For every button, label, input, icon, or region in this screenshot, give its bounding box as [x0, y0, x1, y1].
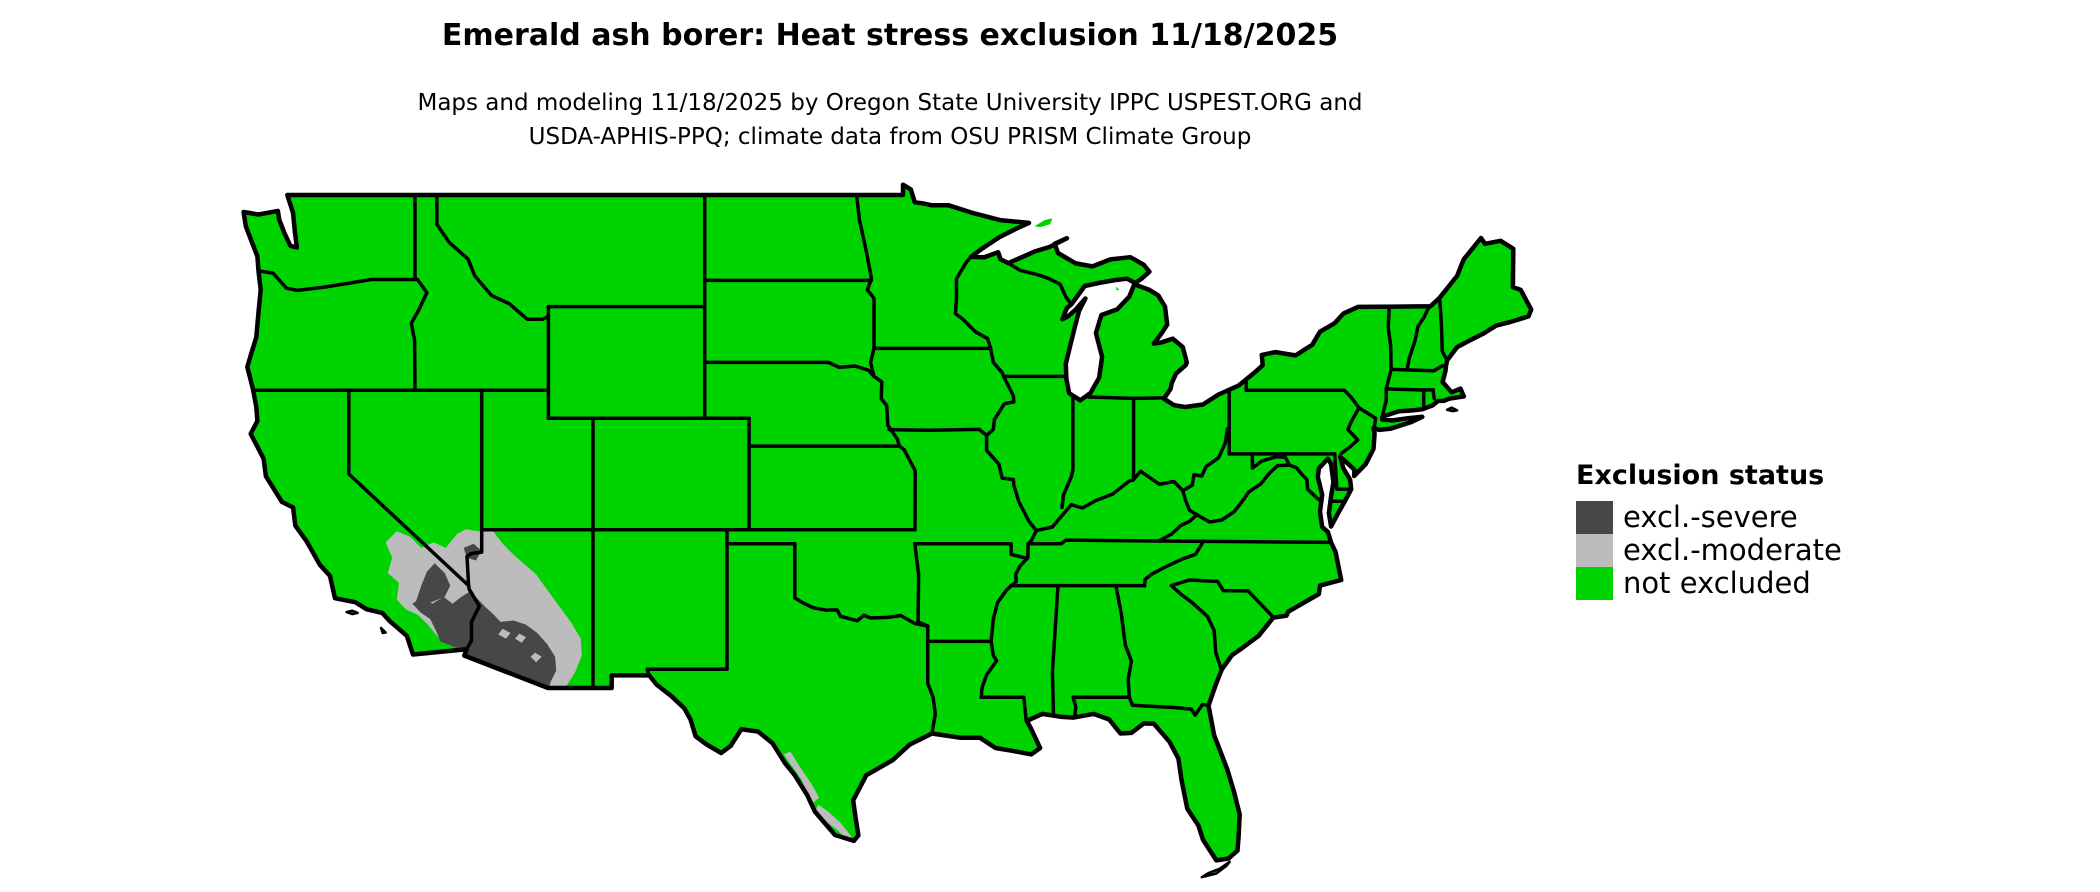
- legend-label: not excluded: [1623, 566, 1811, 600]
- legend-items: excl.-severe excl.-moderate not excluded: [1576, 501, 1842, 600]
- legend-item: not excluded: [1576, 567, 1842, 600]
- legend-label: excl.-moderate: [1623, 533, 1842, 567]
- legend-swatch: [1576, 534, 1613, 567]
- legend-swatch: [1576, 501, 1613, 534]
- map-title: Emerald ash borer: Heat stress exclusion…: [441, 18, 1339, 53]
- legend-swatch: [1576, 567, 1613, 600]
- legend-title: Exclusion status: [1576, 460, 1825, 491]
- subtitle-line1: Maps and modeling 11/18/2025 by Oregon S…: [417, 90, 1363, 116]
- subtitle-line2: USDA-APHIS-PPQ; climate data from OSU PR…: [528, 124, 1252, 150]
- map-subtitle: Maps and modeling 11/18/2025 by Oregon S…: [0, 86, 1780, 154]
- legend: Exclusion status excl.-severe excl.-mode…: [1576, 460, 1842, 600]
- legend-item: excl.-moderate: [1576, 534, 1842, 567]
- legend-item: excl.-severe: [1576, 501, 1842, 534]
- legend-label: excl.-severe: [1623, 500, 1798, 534]
